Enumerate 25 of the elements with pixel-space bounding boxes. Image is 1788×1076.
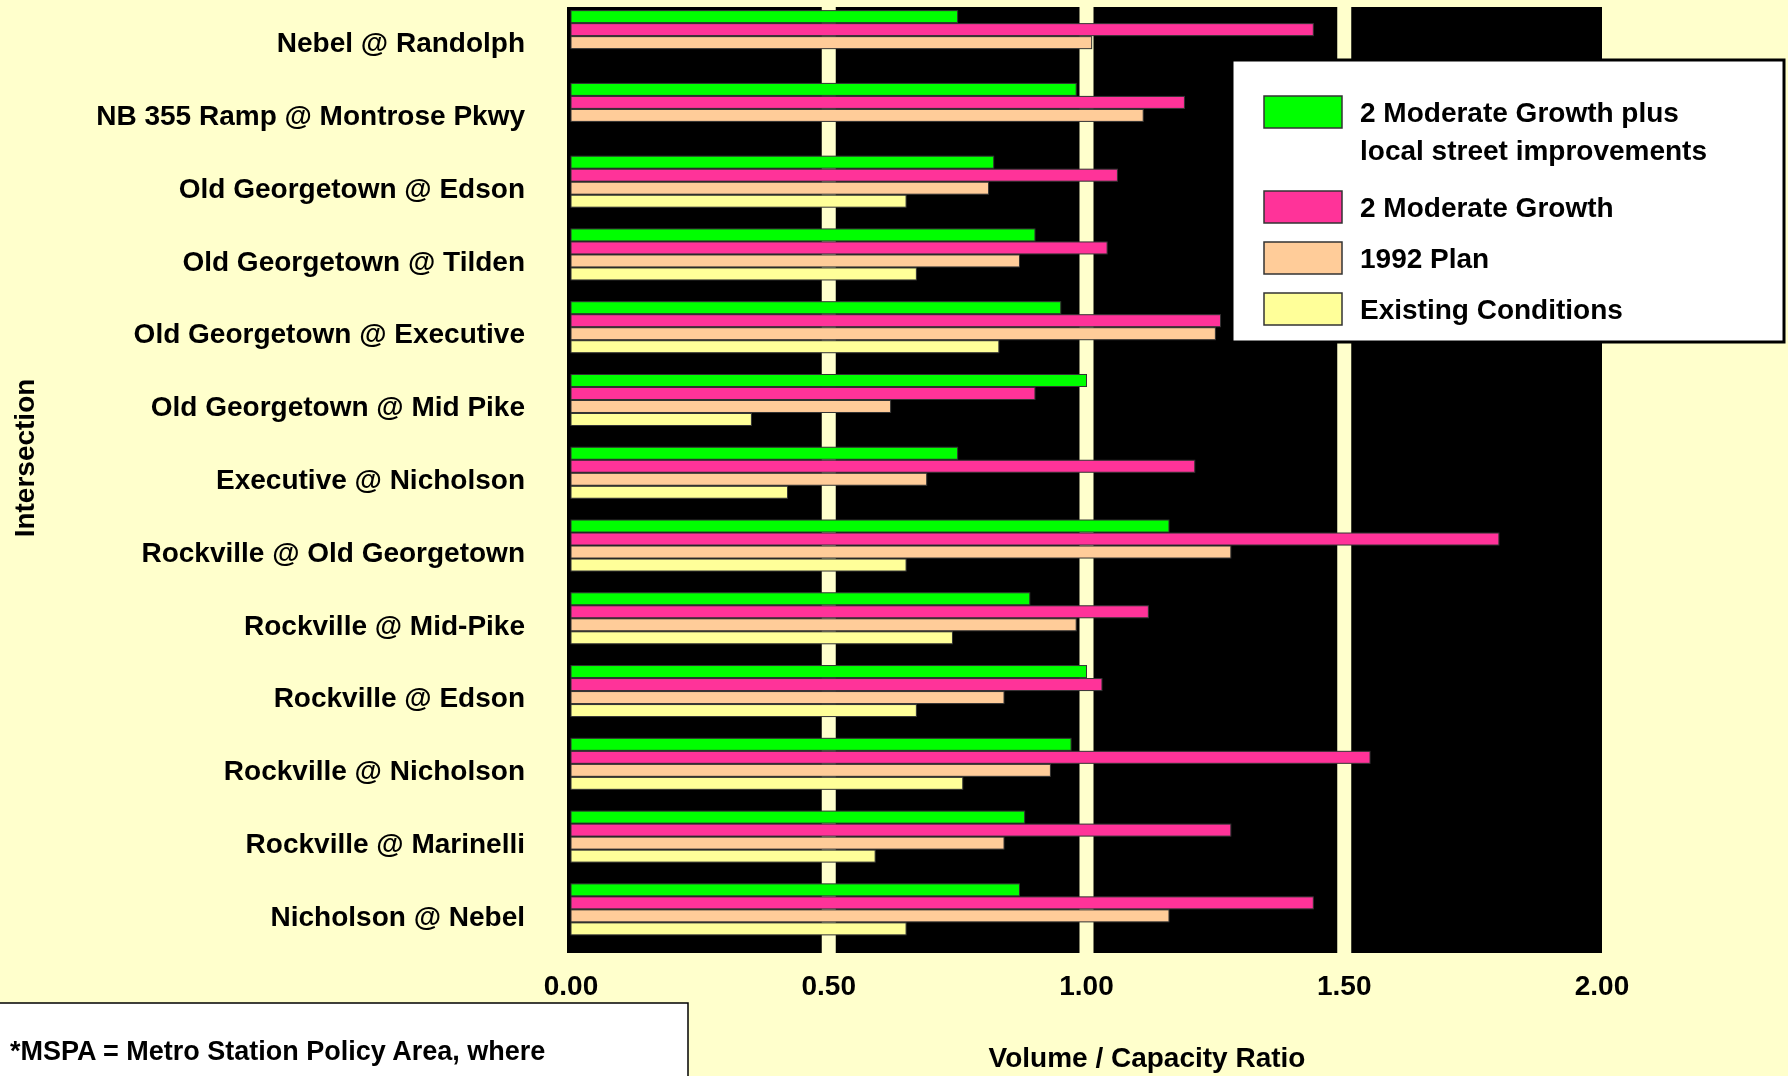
legend-label: 1992 Plan xyxy=(1360,243,1490,274)
y-tick-label: Old Georgetown @ Edson xyxy=(178,172,525,204)
x-tick-label: 0.50 xyxy=(801,970,856,1001)
x-tick-label: 1.00 xyxy=(1059,970,1114,1001)
y-tick-label: Old Georgetown @ Tilden xyxy=(182,245,525,277)
y-tick-label: NB 355 Ramp @ Montrose Pkwy xyxy=(96,100,526,132)
y-axis-title: Intersection xyxy=(9,378,40,538)
y-tick-label: Rockville @ Nicholson xyxy=(223,755,525,787)
x-axis-title: Volume / Capacity Ratio xyxy=(988,1042,1306,1073)
legend-label: Existing Conditions xyxy=(1360,294,1623,325)
legend-label: 2 Moderate Growth plus local street improvements xyxy=(1360,97,1708,166)
text: *MSPA = Metro Station Policy Area, where xyxy=(10,1036,546,1066)
x-tick-label: 0.00 xyxy=(543,970,599,1001)
x-tick-label: 1.50 xyxy=(1317,970,1372,1001)
legend-label: 2 Moderate Growth xyxy=(1360,192,1614,223)
y-tick-label: Old Georgetown @ Mid Pike xyxy=(150,391,525,423)
y-tick-label: Nebel @ Randolph xyxy=(276,27,525,59)
y-tick-label: Old Georgetown @ Executive xyxy=(133,318,525,350)
y-tick-label: Nicholson @ Nebel xyxy=(270,900,525,932)
y-tick-label: Executive @ Nicholson xyxy=(216,464,525,495)
x-tick-label: 2.00 xyxy=(1574,970,1630,1001)
y-tick-label: Rockville @ Mid-Pike xyxy=(244,609,525,641)
y-tick-label: Rockville @ Edson xyxy=(273,682,525,714)
y-tick-label: Rockville @ Old Georgetown xyxy=(141,536,525,568)
y-tick-label: Rockville @ Marinelli xyxy=(245,827,525,859)
